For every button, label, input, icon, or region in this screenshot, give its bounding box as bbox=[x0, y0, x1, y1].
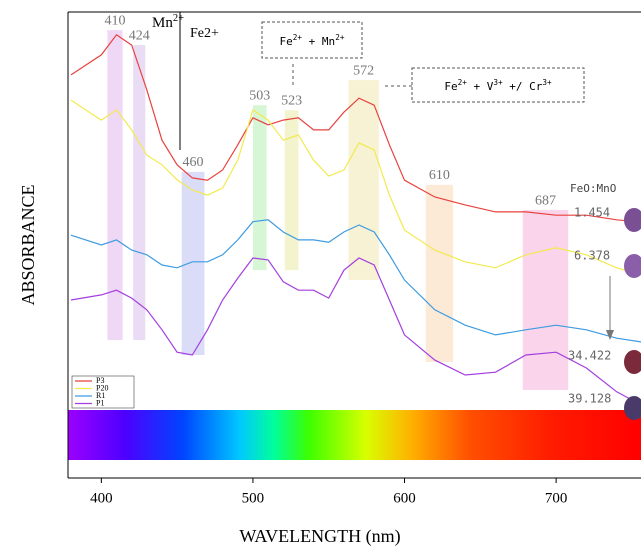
band-label: 610 bbox=[429, 168, 450, 183]
legend-label: P20 bbox=[96, 383, 108, 392]
legend-label: P3 bbox=[96, 376, 104, 385]
annotation-text: + Mn bbox=[302, 35, 335, 48]
ratio-label: 39.128 bbox=[568, 392, 611, 406]
superscript: 3+ bbox=[542, 78, 552, 87]
band-label: 460 bbox=[183, 155, 204, 170]
annotation-text: Mn bbox=[152, 15, 173, 31]
band bbox=[107, 30, 123, 341]
band-label: 410 bbox=[104, 13, 125, 28]
band bbox=[181, 171, 205, 355]
annotation-text: + V bbox=[467, 80, 494, 93]
spectrum-bar bbox=[68, 410, 641, 460]
annotation-box bbox=[411, 67, 585, 103]
superscript: 3+ bbox=[493, 78, 503, 87]
superscript: 2+ bbox=[293, 33, 303, 42]
band bbox=[252, 105, 267, 271]
band bbox=[284, 110, 299, 271]
ratio-title: FeO:MnO bbox=[570, 182, 616, 195]
gem bbox=[624, 350, 641, 374]
superscript: 2+ bbox=[458, 78, 468, 87]
series-line bbox=[70, 257, 641, 406]
ratio-label: 1.454 bbox=[574, 206, 610, 220]
band-label: 523 bbox=[281, 94, 302, 109]
band bbox=[425, 184, 454, 362]
ratio-label: 6.378 bbox=[574, 249, 610, 263]
gem bbox=[624, 396, 641, 420]
band-label: 424 bbox=[129, 28, 150, 43]
band-label: 503 bbox=[249, 88, 270, 103]
series-line bbox=[70, 219, 641, 343]
curves bbox=[70, 33, 641, 406]
legend-label: P1 bbox=[96, 398, 104, 407]
annotation-box1: Fe2+ + Mn2+ bbox=[280, 33, 345, 49]
band bbox=[522, 210, 569, 390]
band-label: 572 bbox=[353, 63, 374, 78]
x-tick-label: 700 bbox=[545, 490, 568, 506]
annotation-text: Fe bbox=[280, 35, 293, 48]
annotation-text: +/ Cr bbox=[503, 80, 543, 93]
x-tick-label: 600 bbox=[393, 490, 416, 506]
annotation-fe: Fe2+ bbox=[190, 26, 219, 41]
x-axis-label: WAVELENGTH (nm) bbox=[239, 526, 400, 547]
gem bbox=[624, 208, 641, 232]
annotation-mn: Mn2+ bbox=[152, 13, 184, 32]
annotation-text: Fe bbox=[444, 80, 457, 93]
band bbox=[133, 45, 146, 341]
superscript: 2+ bbox=[335, 33, 345, 42]
series-line bbox=[70, 99, 641, 276]
x-tick-label: 400 bbox=[90, 490, 113, 506]
gem bbox=[624, 254, 641, 278]
bands: 410 424 460 503 523 572 610 687 bbox=[104, 13, 569, 390]
annotation-box2: Fe2+ + V3+ +/ Cr3+ bbox=[444, 78, 552, 94]
annotation-box bbox=[261, 21, 363, 59]
superscript: 2+ bbox=[173, 13, 184, 24]
y-axis-label: ABSORBANCE bbox=[18, 184, 38, 305]
series-line bbox=[70, 33, 641, 223]
band bbox=[348, 80, 379, 280]
legend-label: R1 bbox=[96, 391, 105, 400]
x-tick-label: 500 bbox=[242, 490, 265, 506]
band-label: 687 bbox=[535, 193, 556, 208]
arrow-head bbox=[606, 330, 614, 340]
ratio-label: 34.422 bbox=[568, 349, 611, 363]
